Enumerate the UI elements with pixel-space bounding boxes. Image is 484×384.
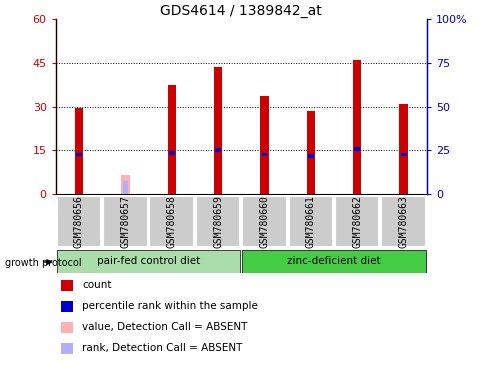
FancyBboxPatch shape	[57, 250, 240, 273]
Bar	[307, 154, 313, 158]
Text: growth protocol: growth protocol	[5, 258, 81, 268]
Bar	[122, 181, 128, 194]
FancyBboxPatch shape	[196, 196, 240, 247]
Text: percentile rank within the sample: percentile rank within the sample	[82, 301, 258, 311]
Bar	[400, 153, 406, 156]
Bar	[215, 149, 221, 152]
Bar	[213, 67, 222, 194]
Text: GSM780661: GSM780661	[305, 195, 315, 248]
Text: rank, Detection Call = ABSENT: rank, Detection Call = ABSENT	[82, 343, 242, 353]
Text: value, Detection Call = ABSENT: value, Detection Call = ABSENT	[82, 322, 247, 332]
Bar	[121, 175, 129, 194]
Text: zinc-deficient diet: zinc-deficient diet	[287, 256, 380, 266]
Text: GSM780660: GSM780660	[259, 195, 269, 248]
Bar	[75, 108, 83, 194]
Text: GSM780657: GSM780657	[120, 195, 130, 248]
Text: pair-fed control diet: pair-fed control diet	[97, 256, 200, 266]
Text: count: count	[82, 280, 112, 290]
Bar	[354, 147, 360, 151]
Text: GSM780662: GSM780662	[351, 195, 362, 248]
Text: GSM780659: GSM780659	[212, 195, 223, 248]
Bar	[306, 111, 315, 194]
Text: GSM780656: GSM780656	[74, 195, 84, 248]
Bar	[76, 153, 82, 156]
Text: GSM780663: GSM780663	[398, 195, 408, 248]
Bar	[167, 85, 176, 194]
Bar	[260, 96, 268, 194]
Bar	[168, 151, 174, 155]
Bar	[352, 60, 361, 194]
Bar	[261, 153, 267, 156]
FancyBboxPatch shape	[288, 196, 333, 247]
FancyBboxPatch shape	[149, 196, 194, 247]
FancyBboxPatch shape	[57, 196, 101, 247]
FancyBboxPatch shape	[242, 250, 425, 273]
Text: GSM780658: GSM780658	[166, 195, 176, 248]
FancyBboxPatch shape	[334, 196, 378, 247]
Bar	[399, 104, 407, 194]
Title: GDS4614 / 1389842_at: GDS4614 / 1389842_at	[160, 4, 321, 18]
FancyBboxPatch shape	[242, 196, 286, 247]
FancyBboxPatch shape	[380, 196, 425, 247]
FancyBboxPatch shape	[103, 196, 147, 247]
